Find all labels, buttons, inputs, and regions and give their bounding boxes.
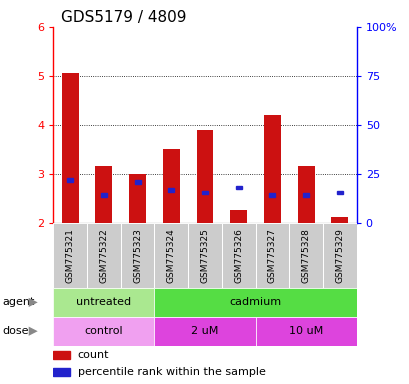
Text: agent: agent — [2, 297, 34, 308]
Bar — [162, 149, 179, 223]
Bar — [53, 223, 87, 288]
Text: GSM775323: GSM775323 — [133, 228, 142, 283]
Text: GSM775326: GSM775326 — [234, 228, 243, 283]
Text: GSM775327: GSM775327 — [267, 228, 276, 283]
Bar — [129, 174, 146, 223]
Text: count: count — [77, 350, 109, 360]
Bar — [53, 368, 70, 376]
Bar — [230, 210, 247, 223]
Bar — [196, 130, 213, 223]
Text: 10 uM: 10 uM — [288, 326, 322, 336]
Bar — [302, 193, 308, 197]
Bar — [297, 166, 314, 223]
Bar — [154, 317, 255, 346]
Text: percentile rank within the sample: percentile rank within the sample — [77, 367, 265, 377]
Bar — [336, 190, 342, 194]
Bar — [221, 223, 255, 288]
Bar — [95, 166, 112, 223]
Bar — [120, 223, 154, 288]
Text: GSM775321: GSM775321 — [65, 228, 74, 283]
Text: GSM775329: GSM775329 — [335, 228, 344, 283]
Bar — [289, 223, 322, 288]
Bar — [168, 188, 174, 192]
Text: GSM775322: GSM775322 — [99, 228, 108, 283]
Text: 2 uM: 2 uM — [191, 326, 218, 336]
Text: untreated: untreated — [76, 297, 131, 308]
Bar — [62, 73, 79, 223]
Bar — [53, 351, 70, 359]
Text: GSM775325: GSM775325 — [200, 228, 209, 283]
Bar — [202, 190, 207, 194]
Bar — [188, 223, 221, 288]
Text: cadmium: cadmium — [229, 297, 281, 308]
Bar — [269, 193, 275, 197]
Bar — [134, 180, 140, 184]
Bar — [67, 179, 73, 182]
Bar — [154, 288, 356, 317]
Text: GSM775328: GSM775328 — [301, 228, 310, 283]
Bar — [330, 217, 347, 223]
Bar — [255, 317, 356, 346]
Bar — [154, 223, 188, 288]
Bar — [53, 288, 154, 317]
Text: GDS5179 / 4809: GDS5179 / 4809 — [61, 10, 187, 25]
Bar — [255, 223, 289, 288]
Text: dose: dose — [2, 326, 29, 336]
Bar — [87, 223, 120, 288]
Text: GSM775324: GSM775324 — [166, 228, 175, 283]
Bar — [235, 186, 241, 189]
Bar — [101, 193, 107, 197]
Bar — [322, 223, 356, 288]
Bar — [263, 115, 280, 223]
Bar — [53, 317, 154, 346]
Text: control: control — [84, 326, 123, 336]
